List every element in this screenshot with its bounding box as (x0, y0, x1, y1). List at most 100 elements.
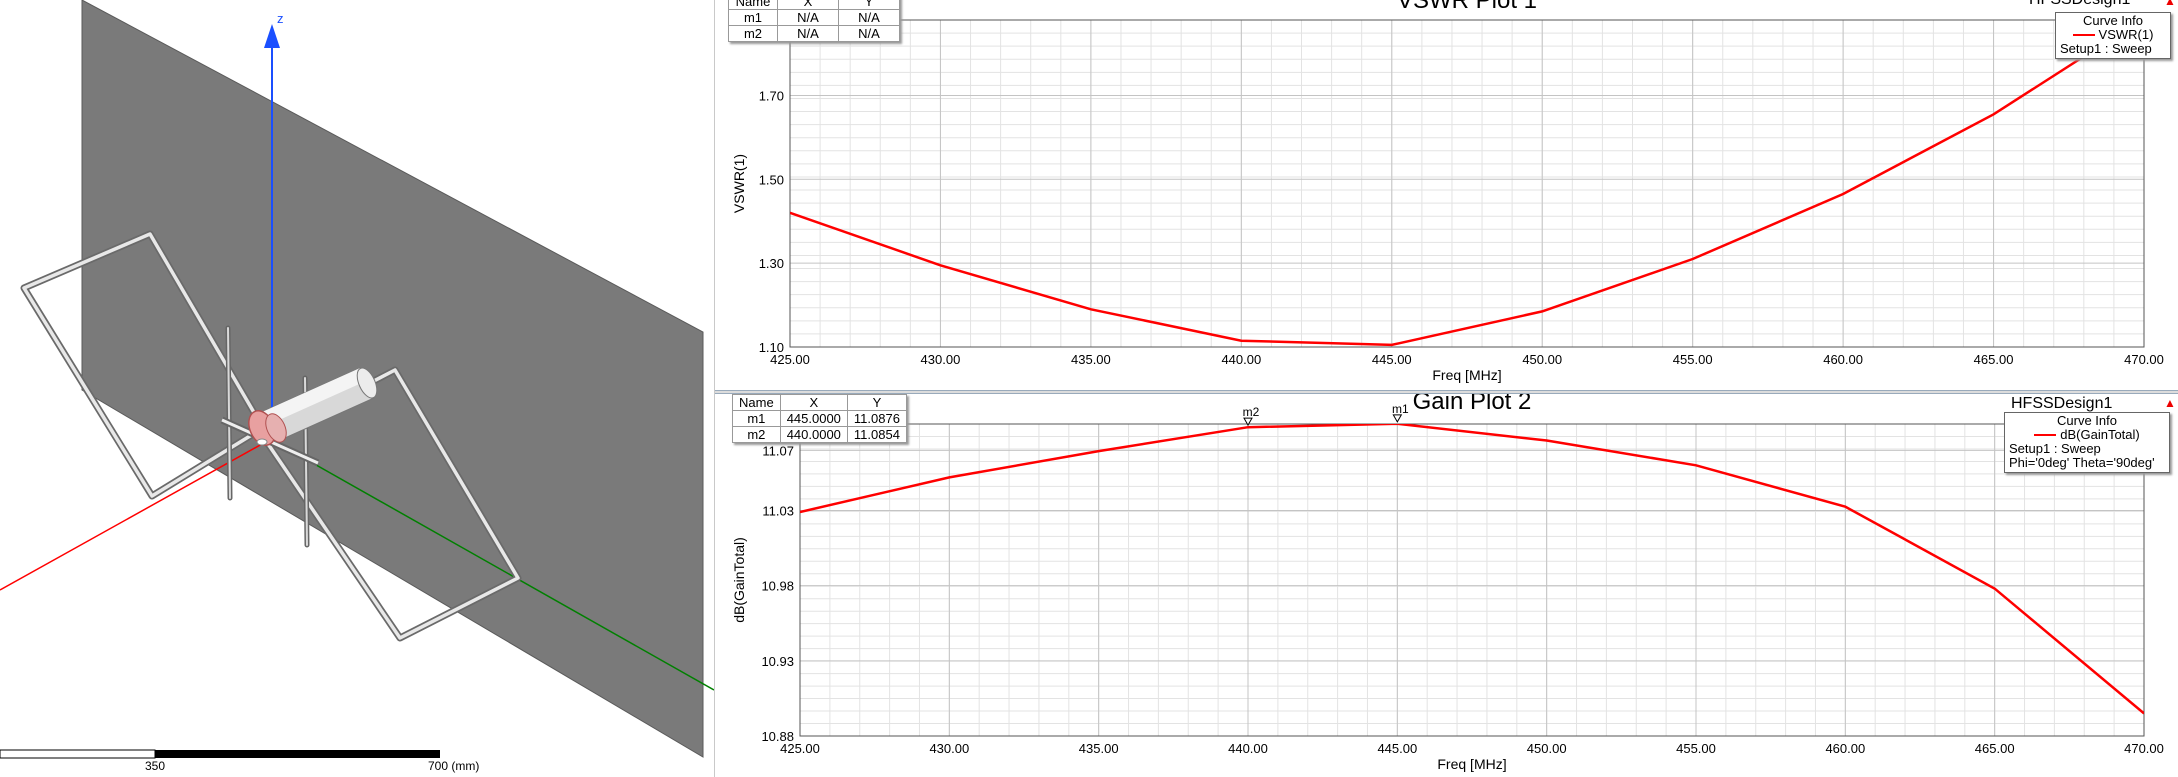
gain-x-tick-label: 450.00 (1527, 741, 1567, 756)
gain-x-tick-label: 465.00 (1975, 741, 2015, 756)
scale-bar-end-label: 700 (mm) (428, 759, 479, 773)
marker-x-value: 440.0000 (779, 426, 848, 443)
curve-info-setup: Setup1 : Sweep (2060, 41, 2152, 56)
vswr-y-tick-label: 1.10 (759, 340, 784, 355)
gain-y-tick-label: 11.03 (762, 503, 794, 518)
gain-y-axis-label: dB(GainTotal) (731, 537, 747, 623)
model-canvas[interactable]: z (0, 0, 714, 777)
gain-x-tick-label: 470.00 (2124, 741, 2164, 756)
vswr-plot-frame (789, 19, 2145, 348)
scale-bar: 350 700 (mm) (0, 749, 479, 773)
gain-x-tick-label: 455.00 (1676, 741, 1716, 756)
scale-bar-mid-label: 350 (145, 759, 165, 773)
marker-row[interactable]: m1 445.0000 11.0876 (732, 410, 907, 427)
marker-y-value: 11.0854 (846, 426, 907, 443)
gain-design-label: HFSSDesign1 (2011, 395, 2113, 412)
curve-info-series-name: dB(GainTotal) (2060, 427, 2140, 442)
curve-info-series-name: VSWR(1) (2098, 27, 2154, 42)
curve-info-title: Curve Info (2057, 413, 2117, 428)
vswr-x-tick-label: 460.00 (1823, 352, 1863, 367)
marker-name: m2 (732, 426, 781, 443)
curve-swatch (2072, 34, 2095, 36)
gain-series-line[interactable] (800, 424, 2144, 715)
curve-swatch (2034, 434, 2057, 436)
marker-y-value: N/A (838, 9, 900, 26)
gain-marker-label: m2 (1243, 405, 1260, 419)
gain-y-tick-label: 11.07 (762, 443, 794, 458)
vswr-y-tick-label: 1.30 (759, 256, 784, 271)
vswr-x-tick-label: 470.00 (2124, 352, 2164, 367)
gain-x-tick-label: 430.00 (929, 741, 969, 756)
gain-plot-pane[interactable]: 425.00 430.00 435.00 440.00 445.00 450.00 455.… (715, 394, 2178, 777)
marker-name: m2 (728, 25, 778, 42)
vswr-plot-title: VSWR Plot 1 (1397, 0, 1537, 14)
marker-col-y: Y (846, 394, 907, 411)
gain-marker-table[interactable]: Name X Y m1 445.0000 11.0876 m2 440.0000… (732, 394, 907, 443)
curve-info-variables: Phi='0deg' Theta='90deg' (2009, 455, 2155, 470)
z-axis-label: z (277, 11, 284, 26)
marker-x-value: 445.0000 (779, 410, 848, 427)
marker-row[interactable]: m2 N/A N/A (728, 25, 900, 42)
marker-x-value: N/A (777, 25, 839, 42)
gain-plot-frame (799, 423, 2145, 737)
vswr-y-axis-label: VSWR(1) (731, 154, 747, 213)
gain-marker-label: m1 (1392, 402, 1409, 416)
gain-plot-title: Gain Plot 2 (1413, 394, 1532, 415)
vswr-curve-info[interactable]: Curve Info VSWR(1) Setup1 : Sweep (2055, 12, 2171, 59)
pane-divider[interactable] (714, 0, 715, 777)
plot-splitter[interactable] (715, 390, 2178, 394)
marker-table-header: Name X Y (732, 394, 907, 411)
vswr-x-axis-label: Freq [MHz] (1432, 367, 1501, 383)
z-axis-arrow (264, 24, 280, 48)
vswr-series-line[interactable] (790, 18, 2144, 347)
marker-name: m1 (728, 9, 778, 26)
gain-marker-triangle[interactable] (1392, 414, 1403, 423)
vswr-x-tick-label: 440.00 (1221, 352, 1261, 367)
gain-marker-triangle[interactable] (1243, 417, 1253, 427)
marker-name: m1 (732, 410, 781, 427)
vswr-design-label: HFSSDesign1 (2029, 0, 2130, 9)
marker-x-value: N/A (777, 9, 839, 26)
curve-info-series[interactable]: VSWR(1) (2060, 28, 2166, 42)
marker-y-value: 11.0876 (846, 410, 907, 427)
marker-row[interactable]: m2 440.0000 11.0854 (732, 426, 907, 443)
model-view[interactable]: z (0, 0, 714, 777)
marker-col-y: Y (838, 0, 900, 10)
reflector-plate[interactable] (81, 0, 704, 758)
coax-cylinder[interactable] (261, 365, 381, 443)
vswr-x-tick-label: 435.00 (1071, 352, 1111, 367)
vswr-y-tick-label: 1.50 (759, 172, 784, 187)
port-feed[interactable] (244, 407, 291, 450)
gain-x-tick-label: 445.00 (1377, 741, 1417, 756)
vswr-x-tick-label: 450.00 (1522, 352, 1562, 367)
vswr-plot-canvas[interactable]: 425.00 430.00 435.00 440.00 445.00 450.00 455.… (715, 0, 2178, 390)
vswr-x-tick-label: 465.00 (1974, 352, 2014, 367)
gain-curve-info[interactable]: Curve Info dB(GainTotal) Setup1 : Sweep … (2004, 412, 2170, 473)
vswr-plot-pane[interactable]: 425.00 430.00 435.00 440.00 445.00 450.00 455.… (715, 0, 2178, 390)
gain-x-tick-label: 460.00 (1825, 741, 1865, 756)
vswr-x-tick-label: 430.00 (921, 352, 961, 367)
marker-table-header: Name X Y (728, 0, 900, 10)
vswr-marker-table[interactable]: Name X Y m1 N/A N/A m2 N/A N/A (728, 0, 900, 42)
gain-x-axis-label: Freq [MHz] (1437, 756, 1506, 772)
vswr-x-tick-label: 445.00 (1372, 352, 1412, 367)
marker-col-name: Name (732, 394, 781, 411)
marker-col-x: X (779, 394, 848, 411)
gain-y-tick-label: 10.88 (761, 729, 794, 744)
vswr-corner-flag-icon: ▲ (2164, 0, 2176, 8)
marker-y-value: N/A (838, 25, 900, 42)
y-axis-line (271, 439, 714, 691)
gain-y-tick-label: 10.93 (761, 654, 794, 669)
vswr-x-tick-label: 455.00 (1673, 352, 1713, 367)
gain-plot-canvas[interactable]: 425.00 430.00 435.00 440.00 445.00 450.00 455.… (715, 394, 2178, 777)
x-axis-line (0, 443, 263, 591)
marker-row[interactable]: m1 N/A N/A (728, 9, 900, 26)
gain-x-tick-label: 440.00 (1228, 741, 1268, 756)
curve-info-series[interactable]: dB(GainTotal) (2009, 428, 2165, 442)
gain-x-tick-label: 435.00 (1079, 741, 1119, 756)
marker-col-x: X (777, 0, 839, 10)
gain-corner-flag-icon: ▲ (2164, 396, 2176, 410)
curve-info-title: Curve Info (2083, 13, 2143, 28)
gain-x-tick-label: 425.00 (780, 741, 820, 756)
vswr-y-tick-label: 1.70 (759, 88, 784, 103)
